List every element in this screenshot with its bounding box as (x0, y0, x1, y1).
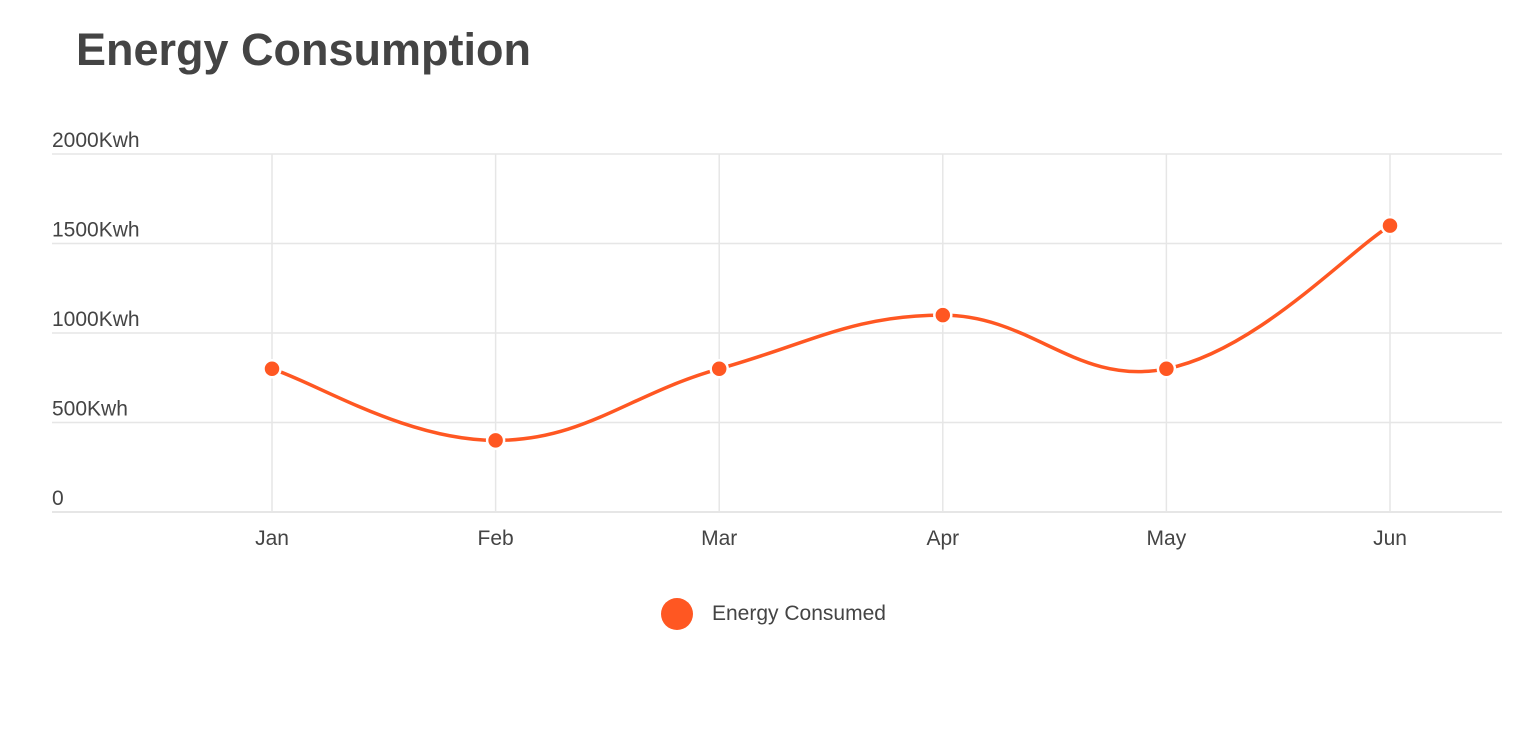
x-tick-label: Jan (255, 527, 289, 550)
data-point-jan[interactable] (262, 359, 282, 379)
data-point-jun[interactable] (1380, 215, 1400, 236)
chart-title: Energy Consumption (76, 24, 532, 75)
x-tick-label: Apr (926, 527, 959, 550)
series-line-layer (270, 223, 1392, 443)
data-points (262, 215, 1400, 451)
x-tick-label: May (1147, 527, 1187, 550)
y-tick-label: 1000Kwh (52, 308, 140, 331)
legend[interactable]: Energy Consumed (661, 597, 886, 631)
x-tick-label: Feb (478, 527, 514, 550)
data-point-may[interactable] (1156, 359, 1177, 379)
x-tick-label: Jun (1373, 527, 1407, 550)
x-axis-labels: Jan Feb Mar Apr May Jun (255, 527, 1407, 550)
y-axis-labels: 0 500Kwh 1000Kwh 1500Kwh 2000Kwh (52, 129, 140, 510)
series-line-energy-consumed (270, 223, 1392, 443)
x-tick-label: Mar (701, 527, 737, 550)
y-tick-label: 500Kwh (52, 398, 128, 421)
y-tick-label: 2000Kwh (52, 129, 140, 152)
data-point-feb[interactable] (485, 430, 506, 451)
y-tick-label: 0 (52, 487, 64, 510)
data-point-apr[interactable] (933, 305, 953, 325)
legend-label: Energy Consumed (712, 602, 886, 625)
y-tick-label: 1500Kwh (52, 219, 140, 242)
legend-marker-icon (661, 598, 693, 630)
grid-lines (52, 153, 1502, 513)
data-point-mar[interactable] (709, 359, 729, 379)
